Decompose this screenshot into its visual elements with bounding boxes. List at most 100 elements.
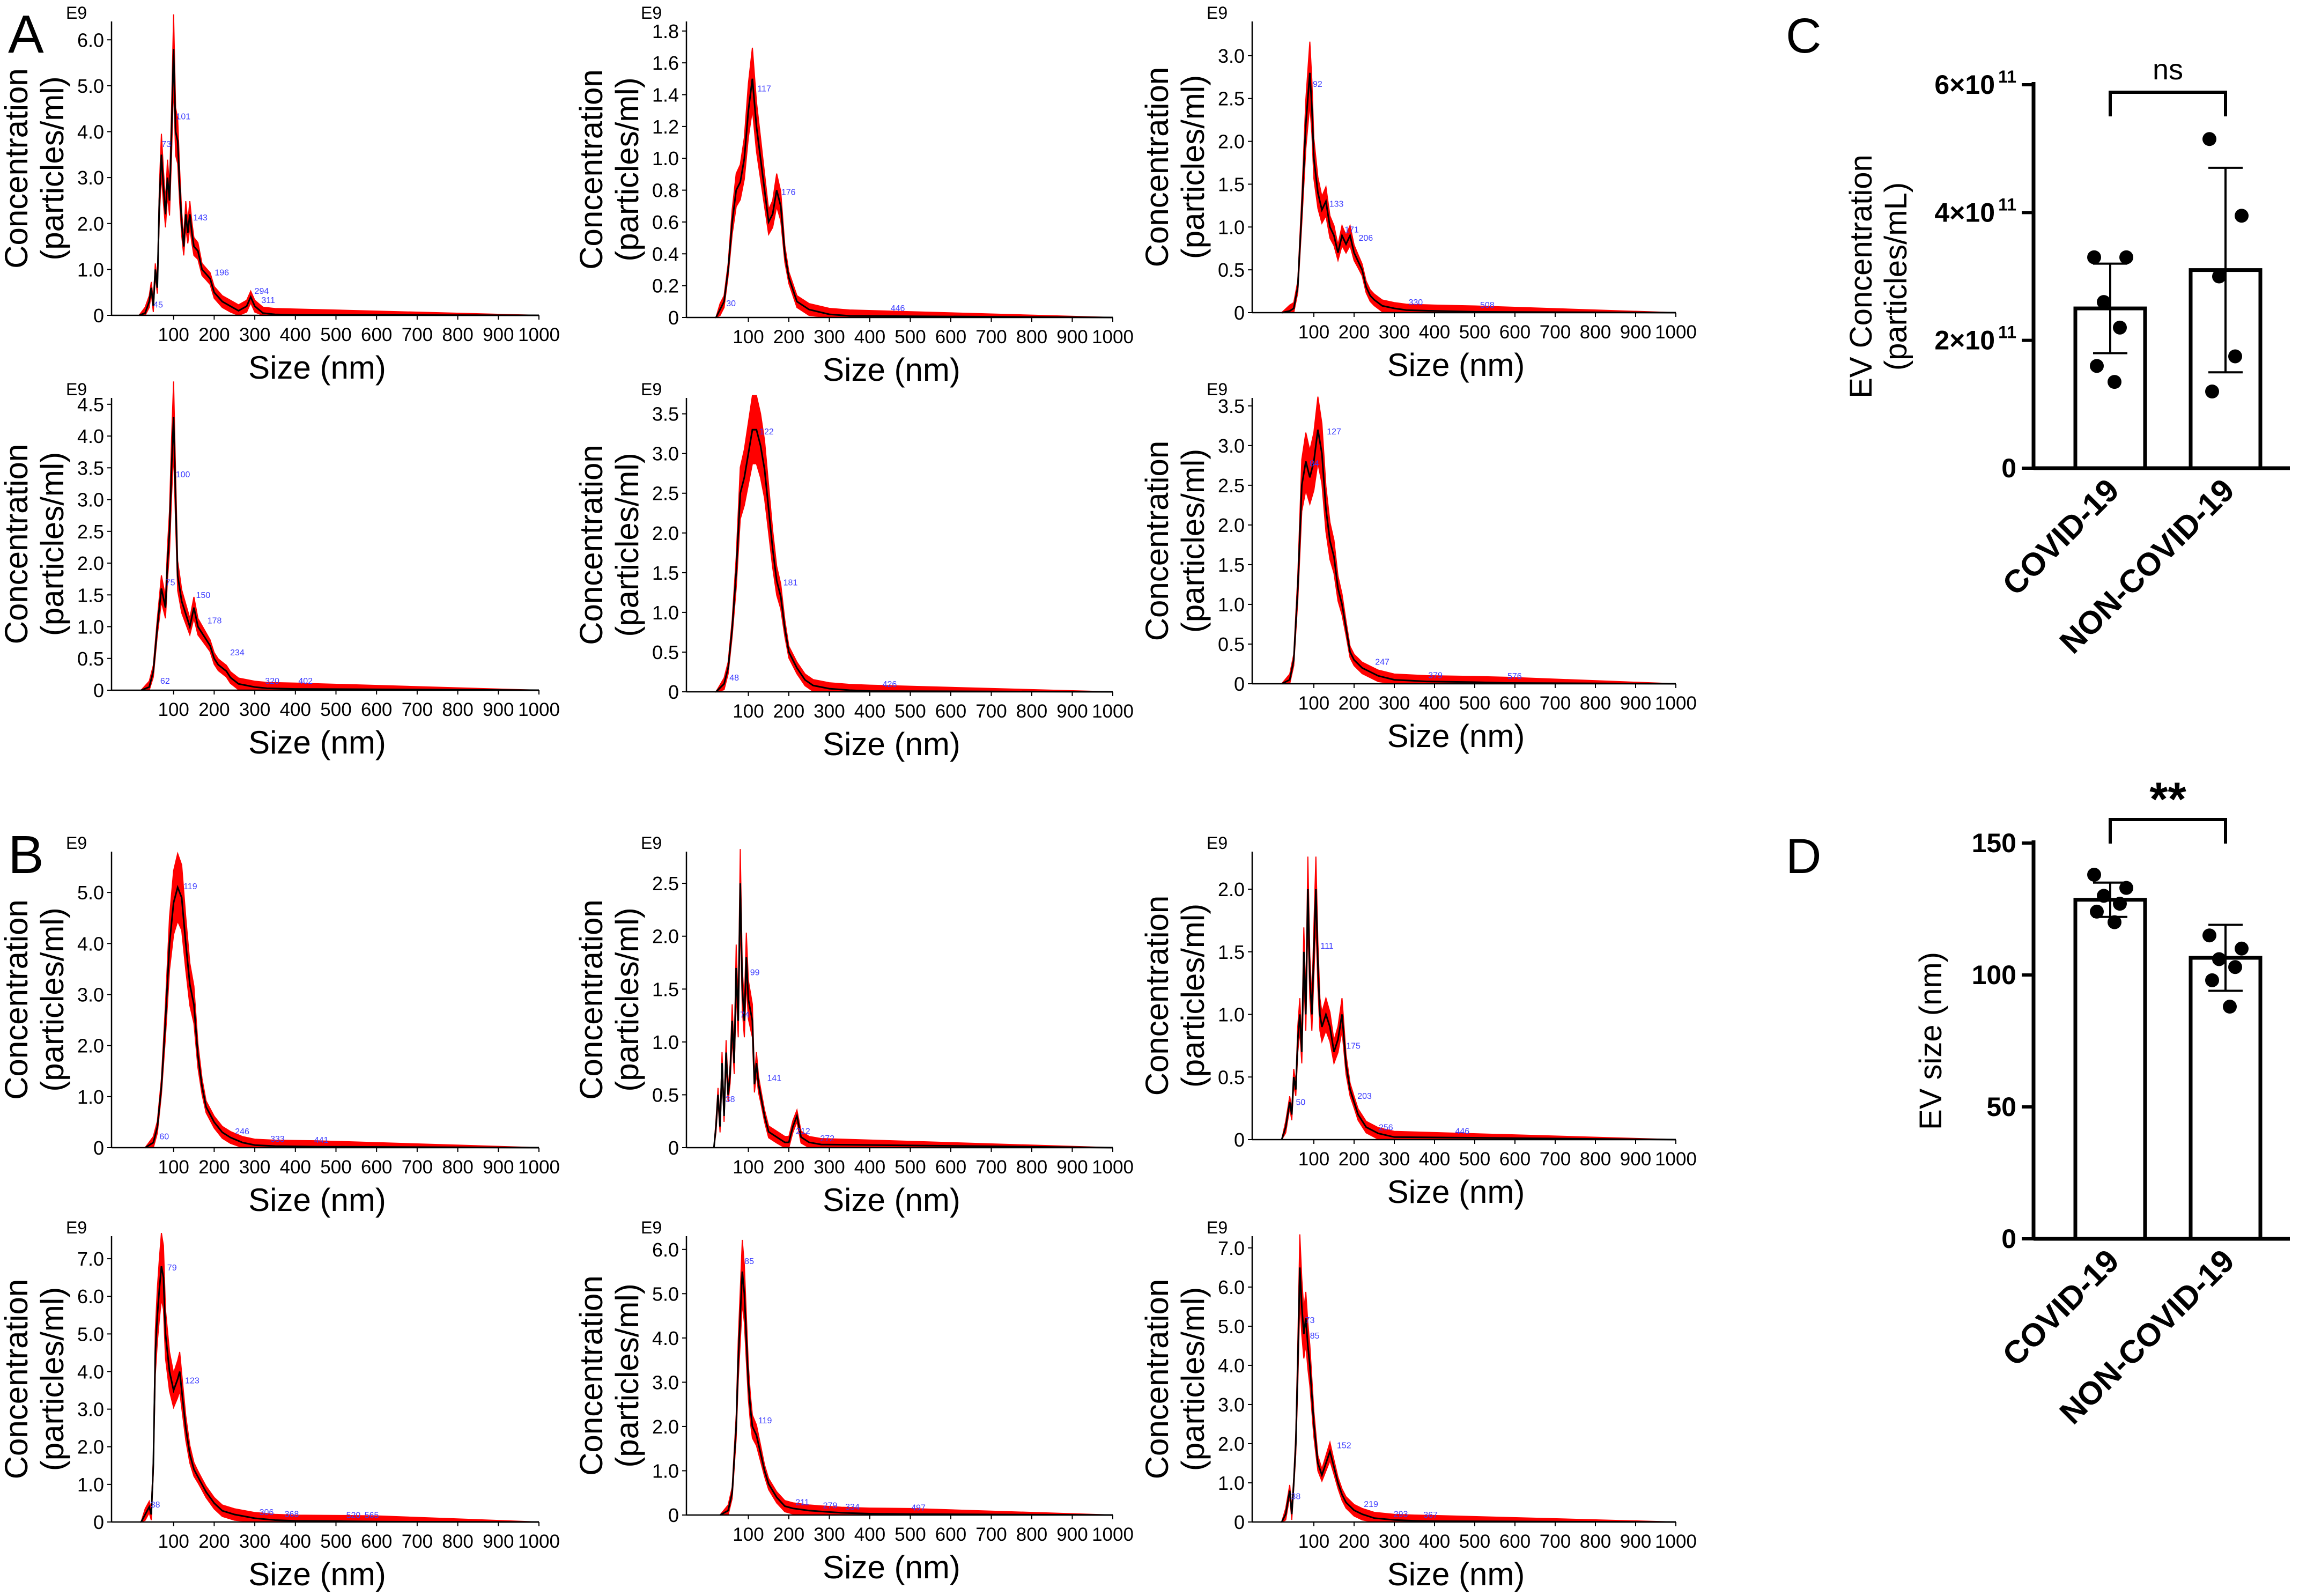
y-tick-label: 0.5 (1218, 259, 1245, 281)
y-tick-label-base: 0 (2001, 453, 2016, 483)
peak-label: 30 (726, 299, 736, 308)
x-tick-label: 300 (1379, 322, 1410, 343)
panel-letter-d: D (1786, 829, 1821, 884)
ci-band (138, 14, 539, 316)
x-tick-label: 100 (158, 699, 189, 720)
x-tick-label: 400 (854, 1524, 885, 1545)
peak-label: 92 (1313, 80, 1322, 89)
peak-label: 203 (1357, 1092, 1372, 1101)
size-distribution-chart-b6: 38 73 85 152 219 293 367 0 1.0 2.0 3.0 4.0 5.0 6.0 7.0… (1139, 1218, 1697, 1592)
peak-label: 368 (285, 1510, 299, 1519)
x-tick-label: 600 (361, 1157, 392, 1178)
peak-label: 62 (160, 677, 170, 686)
x-tick-label: 700 (975, 327, 1007, 348)
x-tick-label: 1000 (1092, 327, 1134, 348)
y-tick-label: 0 (1234, 673, 1245, 695)
x-tick-label: 400 (1419, 693, 1450, 714)
data-point (2202, 928, 2216, 943)
y-tick-label: 1.0 (77, 616, 104, 638)
mean-curve (715, 428, 1113, 693)
mean-curve (715, 78, 1113, 319)
peak-label: 119 (183, 882, 197, 891)
mean-curve (1281, 1267, 1676, 1523)
y-tick-label: 1.0 (652, 1460, 679, 1482)
peak-label: 279 (823, 1501, 838, 1510)
data-point (2228, 349, 2242, 364)
peak-label: 75 (166, 578, 175, 587)
peak-label: 212 (796, 1127, 810, 1136)
y-tick-label: 3.5 (652, 403, 679, 425)
x-tick-label: 900 (1056, 1157, 1088, 1178)
y-axis-title-line2: (particles/ml) (609, 907, 645, 1091)
y-axis-title-line1: Concentration (573, 69, 609, 270)
x-tick-label: 800 (1580, 322, 1611, 343)
y-tick-label: 0 (668, 1137, 679, 1159)
y-tick-label: 0 (668, 681, 679, 703)
x-tick-label: 600 (361, 324, 392, 345)
data-point (2090, 359, 2104, 373)
data-point (2097, 889, 2111, 903)
peak-label: 256 (1379, 1123, 1393, 1132)
y-tick-label: 2.0 (1218, 878, 1245, 900)
x-tick-label: 800 (1016, 701, 1047, 722)
ci-band (713, 849, 1113, 1148)
peak-label: 306 (260, 1508, 274, 1517)
peak-label: 45 (153, 300, 163, 309)
y-tick-label: 0 (1234, 302, 1245, 324)
x-tick-label: 100 (1298, 1531, 1329, 1552)
ci-band (1281, 1234, 1676, 1523)
y-axis-title-line1: Concentration (0, 1279, 34, 1480)
y-tick-label: 3.0 (77, 984, 104, 1006)
x-tick-label: 200 (1339, 1149, 1370, 1170)
mean-curve (713, 883, 1113, 1149)
x-tick-label: 800 (1580, 693, 1611, 714)
x-tick-label: 600 (1499, 1149, 1531, 1170)
y-tick-label: 100 (1972, 960, 2016, 990)
y-axis-title-line1: Concentration (0, 899, 34, 1100)
data-point (2113, 320, 2127, 335)
y-tick-label: 2.0 (77, 552, 104, 574)
y-tick-label: 3.0 (77, 167, 104, 189)
peak-label: 38 (1291, 1492, 1301, 1501)
peak-label: 119 (758, 1416, 772, 1425)
peak-label: 294 (255, 287, 269, 296)
data-point (2108, 915, 2121, 929)
x-tick-label: 400 (854, 327, 885, 348)
y-tick-label: 1.5 (1218, 941, 1245, 963)
x-tick-label: 800 (442, 1157, 473, 1178)
x-tick-label: 100 (158, 324, 189, 345)
x-axis-title: Size (nm) (823, 352, 960, 388)
peak-label: 122 (759, 427, 774, 437)
y-tick-label: 2.5 (1218, 88, 1245, 110)
data-point (2097, 295, 2111, 309)
x-axis-title: Size (nm) (823, 1182, 960, 1218)
peak-label: 211 (795, 1498, 809, 1508)
x-tick-label: 300 (814, 701, 845, 722)
y-tick-label: 50 (1986, 1092, 2016, 1122)
peak-label: 576 (1507, 672, 1522, 681)
y-axis-title-line1: Concentration (573, 1275, 609, 1476)
y-tick-label: 3.0 (1218, 1394, 1245, 1416)
y-tick-label: 0.5 (77, 648, 104, 670)
y-tick-label: 5.0 (77, 1323, 104, 1345)
panel-letter-b: B (8, 825, 44, 885)
x-tick-label: 800 (442, 699, 473, 720)
peak-label: 141 (767, 1074, 781, 1083)
y-tick-label: 2.5 (1218, 475, 1245, 497)
x-tick-label: 700 (402, 1531, 433, 1552)
y-tick-label-base: 0 (2001, 1224, 2016, 1254)
panel-letter-a: A (8, 4, 44, 64)
y-tick-label: 5.0 (77, 882, 104, 904)
y-tick-exponent: 11 (1998, 195, 2016, 214)
peak-label: 293 (1394, 1510, 1408, 1519)
x-tick-label: 1000 (1655, 1149, 1697, 1170)
peak-label: 426 (883, 680, 897, 689)
peak-label: 330 (1409, 298, 1423, 307)
data-point (2087, 868, 2101, 882)
ci-band (1280, 396, 1676, 684)
data-point (2119, 881, 2133, 895)
y-tick-label: 2.5 (652, 873, 679, 895)
x-tick-label: 400 (280, 699, 311, 720)
peak-label: 379 (1428, 671, 1443, 681)
x-tick-label: 700 (1540, 1149, 1571, 1170)
